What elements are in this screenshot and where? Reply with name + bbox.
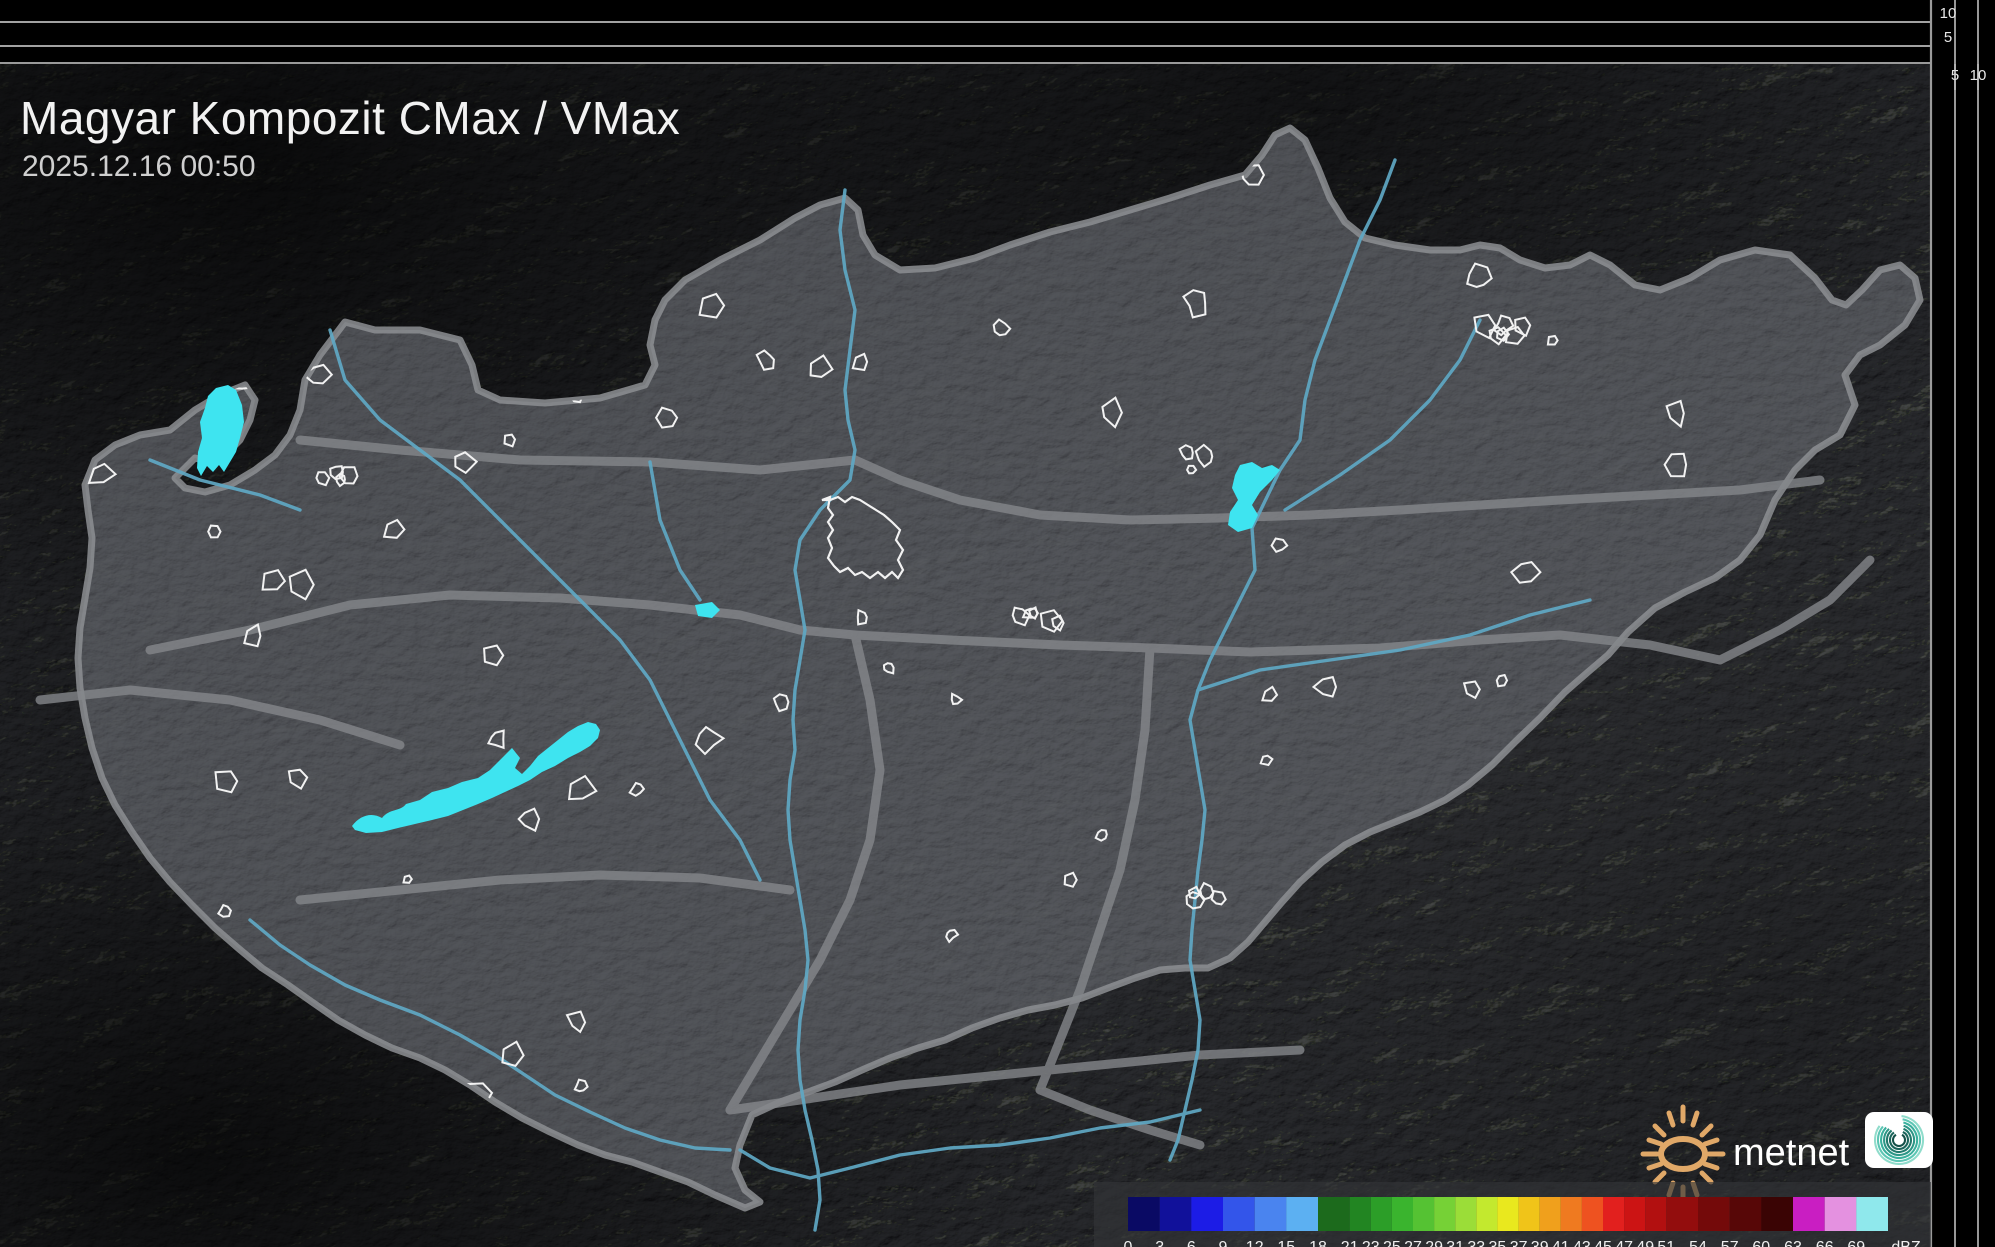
svg-text:dBZ: dBZ — [1891, 1239, 1921, 1247]
svg-text:35: 35 — [1489, 1239, 1507, 1247]
svg-text:3: 3 — [1155, 1239, 1164, 1247]
svg-text:47: 47 — [1615, 1239, 1633, 1247]
svg-text:metnet: metnet — [1733, 1132, 1850, 1174]
svg-text:39: 39 — [1531, 1239, 1549, 1247]
svg-text:9: 9 — [1219, 1239, 1228, 1247]
svg-text:21: 21 — [1341, 1239, 1359, 1247]
svg-text:51: 51 — [1657, 1239, 1675, 1247]
svg-text:27: 27 — [1404, 1239, 1422, 1247]
svg-text:63: 63 — [1784, 1239, 1802, 1247]
svg-text:66: 66 — [1816, 1239, 1834, 1247]
svg-text:57: 57 — [1721, 1239, 1739, 1247]
svg-text:5: 5 — [1944, 29, 1952, 46]
svg-text:49: 49 — [1636, 1239, 1654, 1247]
svg-text:69: 69 — [1847, 1239, 1865, 1247]
svg-text:54: 54 — [1689, 1239, 1707, 1247]
svg-text:12: 12 — [1246, 1239, 1264, 1247]
svg-text:31: 31 — [1446, 1239, 1464, 1247]
svg-text:45: 45 — [1594, 1239, 1612, 1247]
svg-text:25: 25 — [1383, 1239, 1401, 1247]
svg-text:10: 10 — [1940, 5, 1957, 22]
svg-text:6: 6 — [1187, 1239, 1196, 1247]
svg-text:23: 23 — [1362, 1239, 1380, 1247]
svg-text:43: 43 — [1573, 1239, 1591, 1247]
svg-text:37: 37 — [1510, 1239, 1528, 1247]
svg-text:60: 60 — [1752, 1239, 1770, 1247]
svg-text:33: 33 — [1467, 1239, 1485, 1247]
svg-text:15: 15 — [1277, 1239, 1295, 1247]
svg-text:18: 18 — [1309, 1239, 1327, 1247]
svg-text:0: 0 — [1124, 1239, 1133, 1247]
svg-text:41: 41 — [1552, 1239, 1570, 1247]
svg-text:29: 29 — [1425, 1239, 1443, 1247]
